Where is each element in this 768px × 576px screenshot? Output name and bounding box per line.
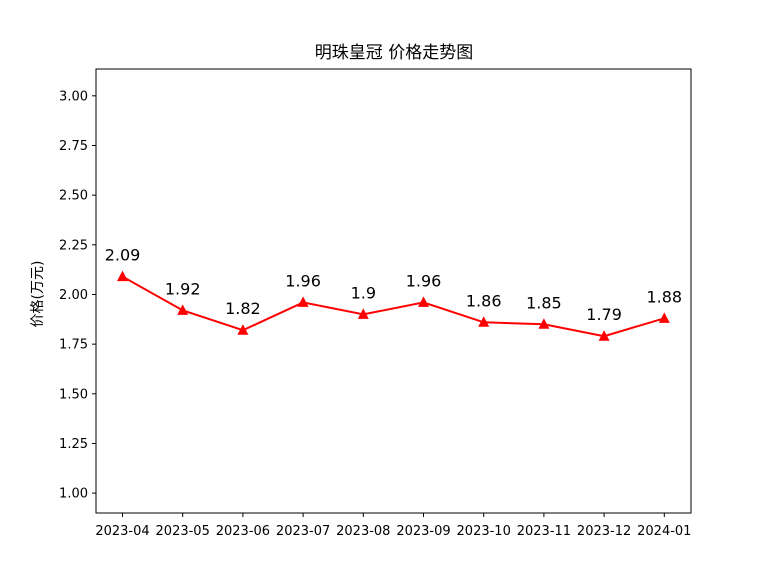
data-point-marker xyxy=(418,296,429,307)
data-label: 1.92 xyxy=(165,279,201,298)
data-label-layer: 2.09 1.92 1.82 1.96 1.9 1.96 1.86 1.85 1.79 1.88 xyxy=(105,246,682,325)
data-point-marker xyxy=(297,296,309,307)
y-axis-label: 价格(万元) xyxy=(30,261,46,328)
data-point-marker xyxy=(658,312,670,323)
data-label: 1.9 xyxy=(351,283,376,302)
y-tick-label: 1.75 xyxy=(59,338,88,353)
x-tick-label: 2023-07 xyxy=(276,524,330,539)
data-label: 1.96 xyxy=(285,271,321,290)
data-point-marker xyxy=(117,270,128,282)
y-tick-label: 3.00 xyxy=(59,89,88,104)
chart-title: 明珠皇冠 价格走势图 xyxy=(315,43,473,63)
y-tick-label: 2.75 xyxy=(59,139,88,154)
y-tick-label: 2.00 xyxy=(59,288,88,303)
data-label: 1.82 xyxy=(225,299,261,318)
x-tick-label: 2023-05 xyxy=(156,524,210,539)
series-layer xyxy=(117,270,670,341)
data-label: 1.86 xyxy=(466,291,502,310)
plot-area-frame xyxy=(95,68,692,514)
series-line xyxy=(122,275,665,338)
data-label: 1.79 xyxy=(586,305,622,324)
x-tick-label: 2023-08 xyxy=(336,524,390,539)
y-tick-label: 1.00 xyxy=(59,487,88,502)
y-tick-label: 1.25 xyxy=(59,437,88,452)
x-tick-label: 2023-11 xyxy=(517,524,571,539)
y-tick-label: 1.50 xyxy=(59,387,88,402)
x-tick-label: 2023-12 xyxy=(577,524,631,539)
y-tick-label: 2.25 xyxy=(59,238,88,253)
x-tick-label: 2023-09 xyxy=(396,524,450,539)
data-point-marker xyxy=(478,316,490,327)
x-axis: 2023-04 2023-05 2023-06 2023-07 2023-08 2023-… xyxy=(95,513,691,539)
x-tick-label: 2023-10 xyxy=(457,524,511,539)
data-label: 1.85 xyxy=(526,293,562,312)
x-tick-label: 2023-04 xyxy=(95,524,149,539)
data-label: 2.09 xyxy=(105,246,141,265)
x-tick-label: 2023-06 xyxy=(216,524,270,539)
data-point-marker xyxy=(538,318,550,329)
data-label: 1.88 xyxy=(646,287,682,306)
data-point-marker xyxy=(237,324,249,335)
y-axis: 1.00 1.25 1.50 1.75 2.00 2.25 2.50 2.75 3.00 xyxy=(59,89,96,502)
data-point-marker xyxy=(598,330,610,341)
data-point-marker xyxy=(357,308,369,319)
y-tick-label: 2.50 xyxy=(59,189,88,204)
x-tick-label: 2024-01 xyxy=(637,524,691,539)
data-label: 1.96 xyxy=(406,271,442,290)
data-point-marker xyxy=(177,304,189,315)
